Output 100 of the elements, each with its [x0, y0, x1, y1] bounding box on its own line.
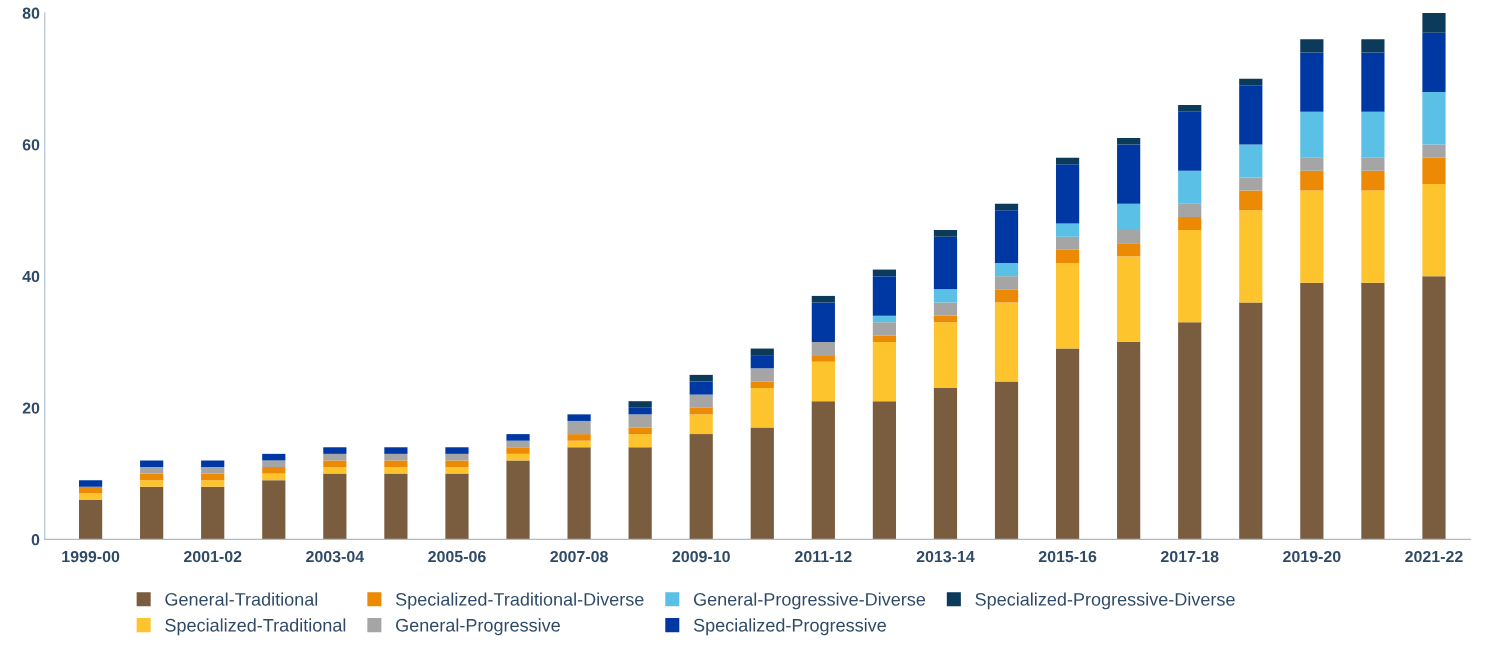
bar	[1178, 105, 1202, 112]
bar	[872, 269, 896, 277]
bar	[1178, 203, 1202, 217]
bar	[1422, 157, 1446, 185]
bar	[1178, 322, 1202, 540]
bar	[78, 480, 103, 487]
x-tick-label: 2009-10	[672, 550, 730, 563]
bar	[506, 460, 530, 540]
bar	[628, 414, 652, 428]
bar	[689, 394, 713, 408]
x-tick-label: 2021-22	[1405, 550, 1463, 563]
bar	[1300, 39, 1324, 53]
bar	[323, 460, 347, 468]
bar	[323, 473, 347, 540]
bar	[445, 453, 469, 461]
bar	[994, 263, 1019, 277]
bar	[567, 447, 591, 540]
bar	[323, 467, 347, 474]
bar	[628, 447, 652, 540]
bar	[1178, 230, 1202, 323]
bar	[811, 355, 835, 362]
bar	[933, 230, 958, 237]
bar	[1117, 341, 1141, 540]
bar	[1055, 164, 1080, 224]
x-tick-label: 2005-06	[428, 550, 486, 563]
bar	[1300, 157, 1324, 171]
bar	[872, 315, 896, 323]
bar	[384, 447, 408, 454]
bar	[1239, 210, 1263, 303]
bar	[811, 361, 835, 402]
bar	[201, 460, 225, 468]
bar	[1178, 216, 1202, 231]
bar	[445, 467, 469, 474]
legend-label: General-Progressive-Diverse	[693, 592, 926, 610]
bar	[78, 493, 103, 500]
y-tick-label: 20	[22, 402, 40, 414]
bar	[1178, 111, 1202, 171]
bar	[262, 473, 286, 481]
bar	[567, 420, 591, 435]
bar	[1055, 348, 1080, 540]
y-tick-label: 80	[22, 7, 40, 19]
bar	[445, 447, 469, 454]
bar	[1117, 203, 1141, 231]
bar	[689, 407, 713, 415]
bar	[1422, 144, 1446, 158]
bar	[262, 467, 286, 474]
bar	[628, 401, 652, 408]
bar	[78, 499, 103, 540]
bar	[872, 401, 896, 540]
bar	[262, 460, 286, 468]
bar	[628, 427, 652, 435]
x-tick-label: 2001-02	[183, 550, 242, 563]
bar	[384, 467, 408, 474]
legend-label: Specialized-Traditional-Diverse	[395, 592, 644, 610]
legend-label: General-Traditional	[165, 592, 318, 606]
bar	[567, 414, 591, 421]
bar	[1422, 12, 1446, 33]
x-tick-label: 2017-18	[1160, 550, 1219, 563]
bar	[933, 236, 958, 290]
bar	[140, 473, 164, 481]
bar	[1300, 282, 1324, 540]
bar	[445, 460, 469, 468]
bar	[933, 315, 958, 323]
bar	[1300, 190, 1324, 283]
bar	[1117, 230, 1141, 244]
bar	[1239, 177, 1263, 191]
bar	[506, 447, 530, 454]
bar	[750, 388, 774, 428]
bar	[872, 335, 896, 342]
legend-label: General-Progressive	[396, 618, 560, 636]
bar	[1422, 276, 1446, 540]
bar	[1361, 111, 1385, 158]
bar	[872, 276, 896, 316]
bar	[994, 381, 1019, 540]
bar	[1239, 144, 1263, 178]
bar	[323, 453, 347, 461]
bar	[811, 341, 835, 356]
bar	[1239, 78, 1263, 86]
bar	[750, 427, 774, 540]
bar	[811, 295, 835, 303]
y-tick-label: 0	[31, 534, 40, 546]
x-tick-label: 2007-08	[550, 550, 608, 563]
bar	[140, 467, 164, 474]
bar	[506, 434, 530, 441]
bar	[201, 467, 225, 474]
bar	[689, 381, 713, 395]
bar	[750, 348, 774, 356]
x-tick-label: 2013-14	[916, 550, 975, 563]
bar	[628, 407, 652, 415]
bar	[506, 453, 530, 461]
bar	[1117, 137, 1141, 145]
bar	[1361, 190, 1385, 283]
bar	[1055, 236, 1080, 250]
bar	[262, 453, 286, 461]
bar	[1361, 170, 1385, 191]
bar	[1422, 91, 1446, 145]
bar	[689, 434, 713, 540]
bar	[1300, 52, 1324, 112]
bar	[1239, 85, 1263, 145]
bar	[933, 289, 958, 303]
